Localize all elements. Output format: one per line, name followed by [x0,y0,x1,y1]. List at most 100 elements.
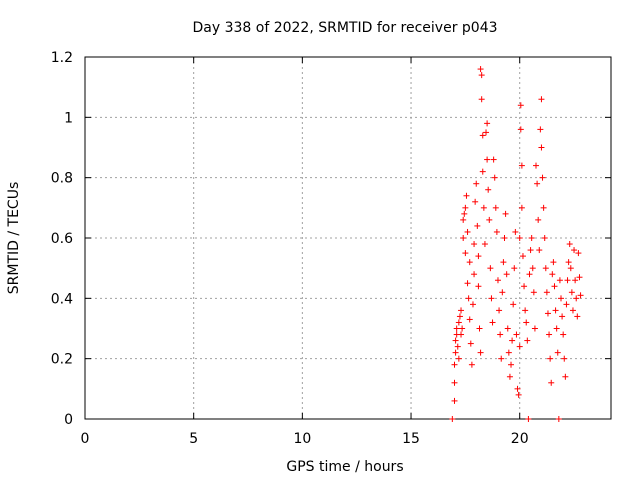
data-point [464,280,471,287]
data-point [497,331,504,338]
data-point [462,204,469,211]
data-point [466,259,473,266]
data-point [538,96,545,103]
data-point [576,274,583,281]
data-point [468,361,475,368]
data-point [452,337,459,344]
data-point [469,301,476,308]
data-point [486,216,493,223]
data-point [565,259,572,266]
y-tick-label: 0.4 [51,291,73,307]
data-point [549,271,556,278]
data-point [514,385,521,392]
data-point [477,349,484,356]
data-point [453,325,460,332]
data-point [474,222,481,229]
data-point [519,253,526,260]
data-point [540,204,547,211]
data-point [491,174,498,181]
data-point [547,355,554,362]
data-point [513,331,520,338]
data-point [539,174,546,181]
data-point [452,349,459,356]
data-point [560,331,567,338]
data-point [496,307,503,314]
data-point [490,156,497,163]
data-point [449,416,456,422]
data-point [465,295,472,302]
data-point [515,391,522,398]
data-point [488,295,495,302]
data-point [485,186,492,193]
data-point [492,204,499,211]
data-point [455,355,462,362]
data-point [471,271,478,278]
data-point [573,295,580,302]
data-point [463,192,470,199]
data-point [455,319,462,326]
data-point [553,325,560,332]
data-point [460,216,467,223]
data-point [466,316,473,323]
data-point [523,319,530,326]
data-point [542,265,549,272]
data-point [572,277,579,284]
data-point [550,259,557,266]
data-point [524,337,531,344]
data-point [569,307,576,314]
data-point [577,292,584,299]
data-point [527,247,534,254]
y-tick-label: 1.2 [51,50,73,66]
x-axis-label: GPS time / hours [286,459,403,475]
data-point [537,126,544,133]
data-point [516,235,523,241]
data-point [551,283,558,290]
data-point [518,204,525,211]
data-point [505,349,512,356]
data-point [529,265,536,272]
axes: 0 5 10 15 20 0 0.2 0.4 0.6 0.8 1 1.2 [51,50,611,447]
data-point [464,228,471,235]
data-point [471,241,478,248]
data-point [504,325,511,332]
data-point [493,228,500,235]
x-tick-label: 10 [293,431,311,447]
data-point [533,162,540,169]
data-point [543,289,550,296]
data-point [494,277,501,284]
data-point [518,162,525,169]
data-point [563,301,570,308]
data-point [566,241,573,248]
chart-title: Day 338 of 2022, SRMTID for receiver p04… [192,20,497,36]
data-point [509,337,516,344]
data-point [516,343,523,350]
data-point [481,241,488,248]
data-point [484,156,491,163]
y-axis-label: SRMTID / TECUs [6,182,22,295]
data-point [479,132,486,139]
data-point [536,247,543,254]
data-point [528,235,535,241]
data-point [458,331,465,338]
data-point [530,289,537,296]
data-point [521,283,528,290]
data-point [525,416,532,422]
data-point [510,301,517,308]
data-point [459,325,466,332]
data-point [451,361,458,368]
data-point [479,168,486,175]
y-tick-label: 0 [64,412,73,428]
data-point [475,283,482,290]
data-point [451,379,458,386]
data-point [558,295,565,302]
data-point [535,216,542,223]
data-point [458,307,465,314]
y-tick-label: 1 [64,110,73,126]
data-point [567,265,574,272]
data-point [456,313,463,320]
data-point [489,319,496,326]
data-point [454,343,461,350]
data-point [480,204,487,211]
data-point [475,253,482,260]
